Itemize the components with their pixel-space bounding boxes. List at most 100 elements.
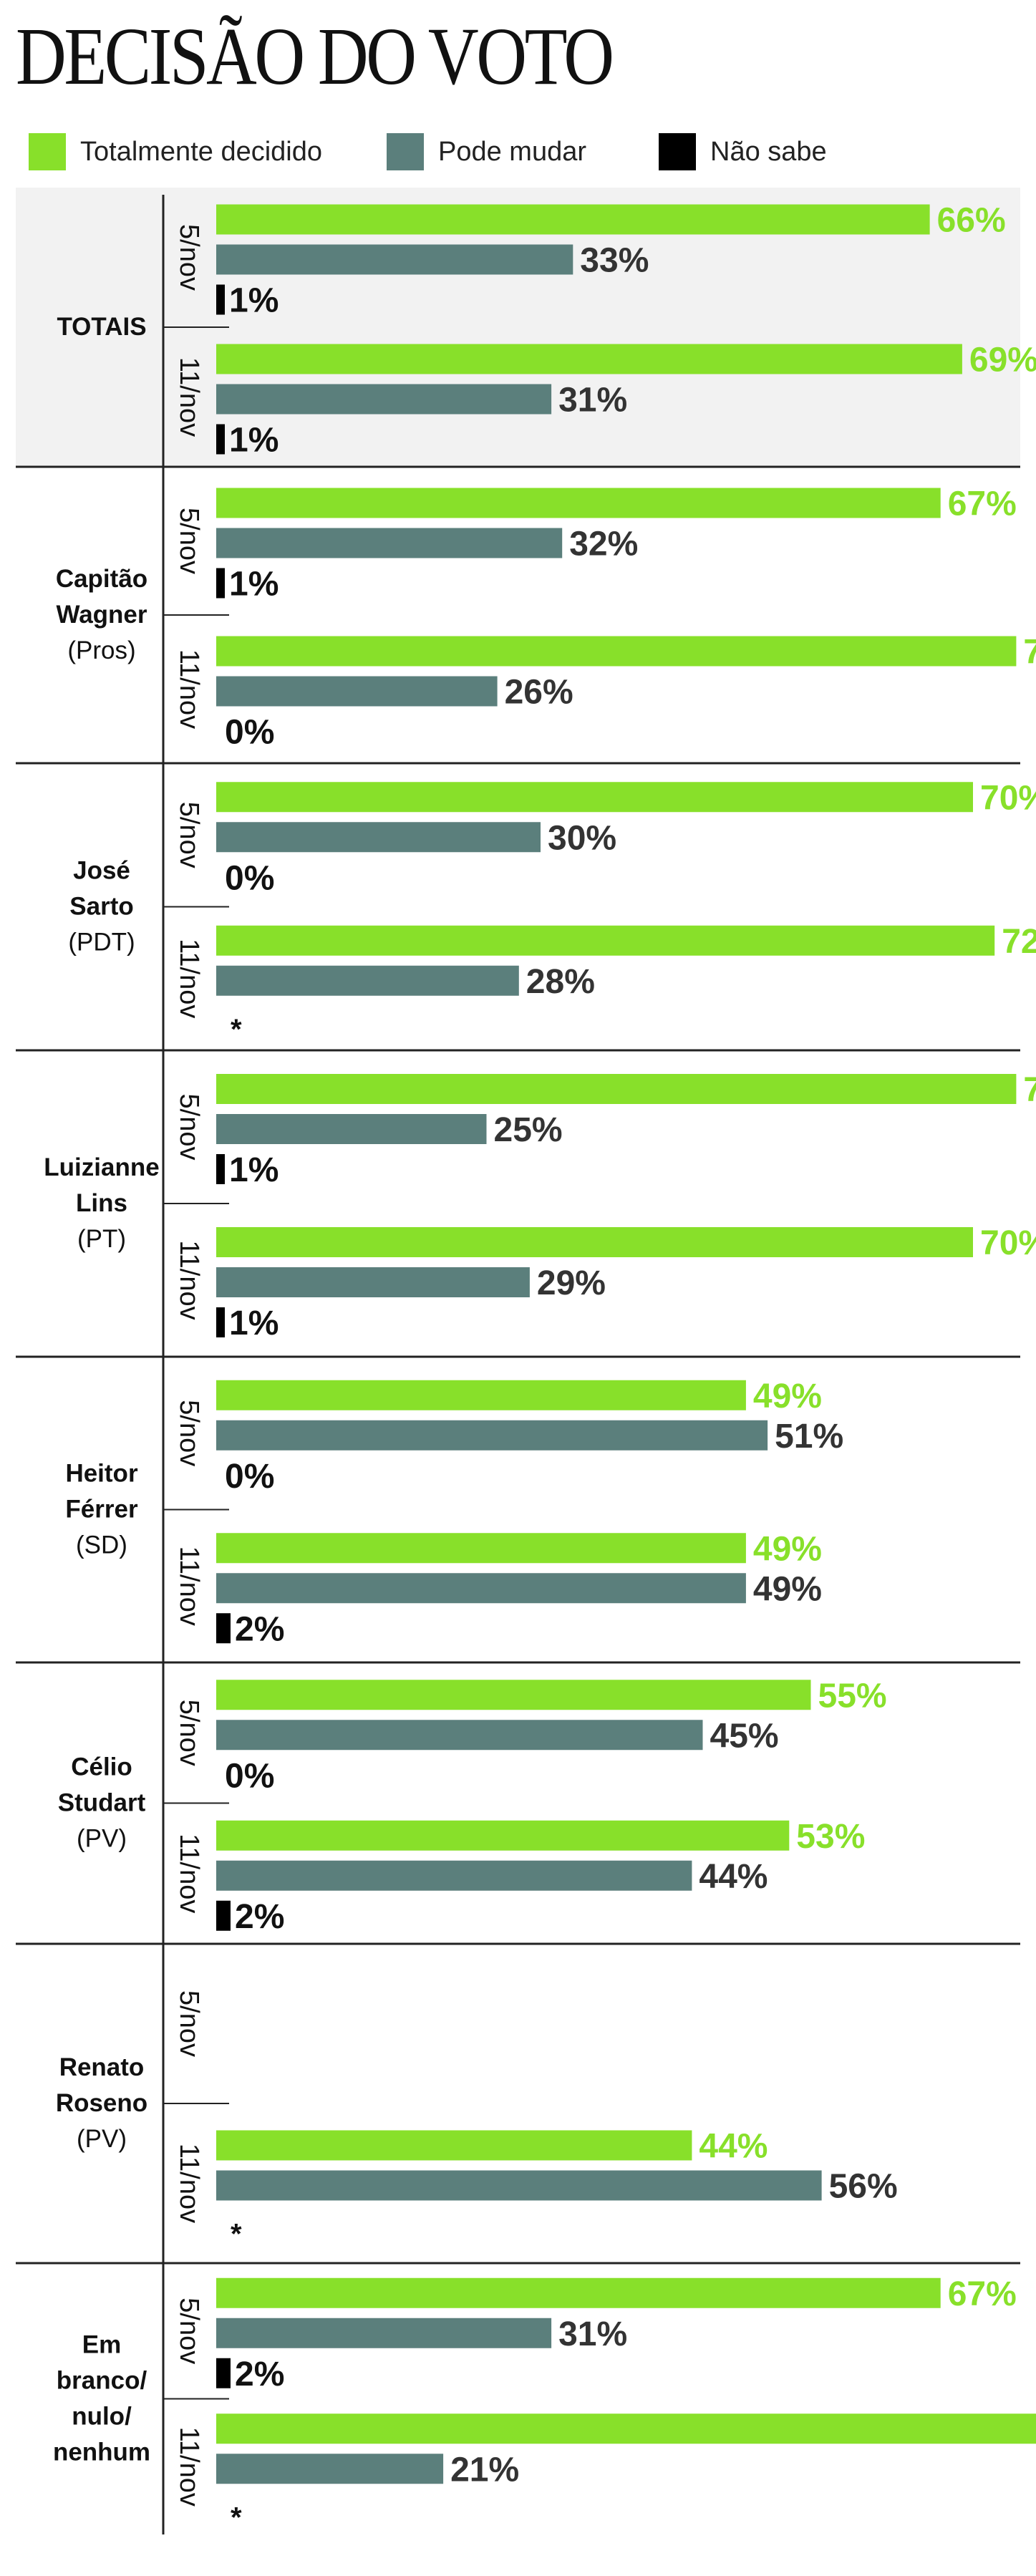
group-label-renato-roseno-1: Renato bbox=[59, 2053, 145, 2081]
group-label-celio-studart-1: Célio bbox=[71, 1753, 132, 1781]
bar-totais-5-nov-decidido bbox=[216, 204, 930, 235]
legend-swatch-decidido bbox=[29, 133, 66, 170]
group-label-em-branco-nulo-nenhum-4: nenhum bbox=[53, 2439, 150, 2466]
group-label-jose-sarto-1: José bbox=[73, 857, 130, 885]
value-label-em-branco-nulo-nenhum-5-nov-nao_sabe: 2% bbox=[235, 2355, 284, 2393]
bar-capitao-wagner-5-nov-nao_sabe bbox=[216, 568, 225, 599]
bar-luizianne-lins-5-nov-decidido bbox=[216, 1074, 1017, 1104]
value-label-luizianne-lins-11-nov-mudar: 29% bbox=[537, 1264, 606, 1302]
value-label-renato-roseno-11-nov-decidido: 44% bbox=[699, 2128, 768, 2166]
value-label-em-branco-nulo-nenhum-5-nov-mudar: 31% bbox=[558, 2315, 627, 2353]
value-label-jose-sarto-5-nov-decidido: 70% bbox=[980, 779, 1036, 817]
group-label-luizianne-lins-2: Lins bbox=[76, 1189, 127, 1217]
bar-renato-roseno-11-nov-decidido bbox=[216, 2130, 692, 2161]
bar-jose-sarto-11-nov-decidido bbox=[216, 925, 995, 956]
group-label-celio-studart-3: (PV) bbox=[77, 1825, 127, 1853]
date-label-renato-roseno-5-nov: 5/nov bbox=[174, 1990, 204, 2057]
value-label-luizianne-lins-5-nov-decidido: 74% bbox=[1023, 1071, 1036, 1109]
bar-heitor-ferrer-5-nov-decidido bbox=[216, 1380, 746, 1410]
group-label-heitor-ferrer-3: (SD) bbox=[76, 1531, 127, 1559]
value-label-capitao-wagner-5-nov-nao_sabe: 1% bbox=[229, 566, 279, 604]
date-label-renato-roseno-11-nov: 11/nov bbox=[174, 2144, 204, 2223]
value-label-em-branco-nulo-nenhum-11-nov-mudar: 21% bbox=[450, 2451, 519, 2489]
bar-totais-5-nov-mudar bbox=[216, 244, 573, 275]
legend-swatch-nao-sabe bbox=[659, 133, 696, 170]
group-label-em-branco-nulo-nenhum-2: branco/ bbox=[57, 2367, 147, 2395]
legend-item-mudar: Pode mudar bbox=[387, 133, 586, 170]
value-label-celio-studart-11-nov-decidido: 53% bbox=[796, 1818, 865, 1856]
value-label-heitor-ferrer-5-nov-decidido: 49% bbox=[753, 1377, 822, 1415]
bar-jose-sarto-11-nov-mudar bbox=[216, 965, 519, 996]
value-label-jose-sarto-11-nov-decidido: 72% bbox=[1002, 923, 1036, 961]
bar-celio-studart-11-nov-nao_sabe bbox=[216, 1900, 231, 1931]
group-label-em-branco-nulo-nenhum-3: nulo/ bbox=[72, 2403, 132, 2431]
bar-capitao-wagner-11-nov-decidido bbox=[216, 636, 1017, 667]
value-label-capitao-wagner-11-nov-decidido: 74% bbox=[1023, 634, 1036, 672]
date-label-totais-5-nov: 5/nov bbox=[174, 224, 204, 291]
bar-em-branco-nulo-nenhum-5-nov-decidido bbox=[216, 2277, 941, 2308]
bar-heitor-ferrer-5-nov-mudar bbox=[216, 1420, 768, 1451]
value-label-luizianne-lins-5-nov-mudar: 25% bbox=[494, 1111, 563, 1149]
date-label-capitao-wagner-11-nov: 11/nov bbox=[174, 649, 204, 729]
value-label-capitao-wagner-11-nov-nao_sabe: 0% bbox=[225, 714, 274, 752]
date-label-celio-studart-5-nov: 5/nov bbox=[174, 1700, 204, 1766]
group-label-totais-1: TOTAIS bbox=[57, 313, 146, 341]
value-label-totais-11-nov-nao_sabe: 1% bbox=[229, 422, 279, 460]
value-label-em-branco-nulo-nenhum-11-nov-nao_sabe: * bbox=[231, 2502, 242, 2533]
value-label-capitao-wagner-11-nov-mudar: 26% bbox=[505, 674, 573, 712]
legend-label-nao-sabe: Não sabe bbox=[710, 136, 827, 167]
value-label-capitao-wagner-5-nov-mudar: 32% bbox=[569, 526, 638, 563]
value-label-totais-5-nov-nao_sabe: 1% bbox=[229, 282, 279, 320]
value-label-jose-sarto-5-nov-nao_sabe: 0% bbox=[225, 859, 274, 897]
group-label-renato-roseno-3: (PV) bbox=[77, 2125, 127, 2153]
bar-em-branco-nulo-nenhum-11-nov-decidido bbox=[216, 2413, 1036, 2444]
value-label-totais-5-nov-decidido: 66% bbox=[937, 202, 1006, 240]
date-label-heitor-ferrer-11-nov: 11/nov bbox=[174, 1546, 204, 1626]
value-label-heitor-ferrer-11-nov-mudar: 49% bbox=[753, 1570, 822, 1608]
value-label-totais-11-nov-decidido: 69% bbox=[969, 342, 1036, 379]
bar-celio-studart-5-nov-decidido bbox=[216, 1680, 811, 1710]
group-label-capitao-wagner-2: Wagner bbox=[56, 601, 147, 629]
bar-luizianne-lins-11-nov-nao_sabe bbox=[216, 1307, 225, 1337]
group-label-heitor-ferrer-1: Heitor bbox=[65, 1460, 138, 1488]
value-label-totais-5-nov-mudar: 33% bbox=[580, 242, 649, 280]
date-label-jose-sarto-5-nov: 5/nov bbox=[174, 802, 204, 868]
value-label-luizianne-lins-11-nov-nao_sabe: 1% bbox=[229, 1304, 279, 1342]
value-label-heitor-ferrer-11-nov-decidido: 49% bbox=[753, 1530, 822, 1568]
date-label-em-branco-nulo-nenhum-5-nov: 5/nov bbox=[174, 2297, 204, 2364]
bar-em-branco-nulo-nenhum-11-nov-mudar bbox=[216, 2454, 444, 2484]
bar-capitao-wagner-5-nov-mudar bbox=[216, 528, 563, 558]
bar-celio-studart-5-nov-mudar bbox=[216, 1720, 703, 1751]
group-label-em-branco-nulo-nenhum-1: Em bbox=[82, 2331, 121, 2359]
bar-em-branco-nulo-nenhum-5-nov-mudar bbox=[216, 2318, 552, 2348]
bar-jose-sarto-5-nov-decidido bbox=[216, 782, 973, 813]
group-label-luizianne-lins-1: Luizianne bbox=[44, 1153, 159, 1181]
value-label-jose-sarto-11-nov-nao_sabe: * bbox=[231, 1014, 242, 1045]
date-label-luizianne-lins-5-nov: 5/nov bbox=[174, 1094, 204, 1161]
bar-capitao-wagner-11-nov-mudar bbox=[216, 676, 498, 707]
group-label-capitao-wagner-1: Capitão bbox=[56, 565, 147, 593]
value-label-celio-studart-11-nov-mudar: 44% bbox=[699, 1858, 768, 1896]
value-label-renato-roseno-11-nov-mudar: 56% bbox=[829, 2168, 898, 2206]
value-label-heitor-ferrer-5-nov-nao_sabe: 0% bbox=[225, 1458, 274, 1496]
legend-item-decidido: Totalmente decidido bbox=[29, 133, 322, 170]
group-label-capitao-wagner-3: (Pros) bbox=[67, 636, 135, 664]
group-label-jose-sarto-2: Sarto bbox=[69, 893, 133, 921]
bar-heitor-ferrer-11-nov-nao_sabe bbox=[216, 1613, 231, 1644]
bar-totais-11-nov-nao_sabe bbox=[216, 424, 225, 455]
value-label-em-branco-nulo-nenhum-5-nov-decidido: 67% bbox=[948, 2275, 1017, 2313]
group-label-renato-roseno-2: Roseno bbox=[56, 2089, 147, 2117]
value-label-jose-sarto-5-nov-mudar: 30% bbox=[548, 819, 616, 857]
bar-luizianne-lins-5-nov-nao_sabe bbox=[216, 1154, 225, 1184]
bar-heitor-ferrer-11-nov-decidido bbox=[216, 1533, 746, 1564]
value-label-celio-studart-5-nov-mudar: 45% bbox=[710, 1717, 779, 1755]
legend-item-nao-sabe: Não sabe bbox=[659, 133, 827, 170]
date-label-jose-sarto-11-nov: 11/nov bbox=[174, 939, 204, 1018]
group-label-luizianne-lins-3: (PT) bbox=[77, 1225, 126, 1253]
value-label-heitor-ferrer-5-nov-mudar: 51% bbox=[775, 1418, 843, 1456]
legend-label-mudar: Pode mudar bbox=[438, 136, 587, 167]
bar-celio-studart-11-nov-decidido bbox=[216, 1820, 790, 1851]
date-label-heitor-ferrer-5-nov: 5/nov bbox=[174, 1400, 204, 1466]
bar-luizianne-lins-5-nov-mudar bbox=[216, 1114, 487, 1144]
